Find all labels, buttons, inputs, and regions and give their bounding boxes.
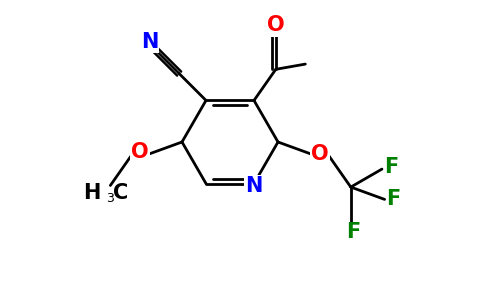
Text: H: H: [83, 183, 100, 203]
Text: O: O: [131, 142, 149, 162]
Text: O: O: [311, 144, 329, 164]
Text: N: N: [141, 32, 158, 52]
Text: F: F: [384, 157, 398, 177]
Text: F: F: [346, 222, 360, 242]
Text: F: F: [387, 189, 401, 209]
Text: O: O: [267, 15, 285, 35]
Text: 3: 3: [106, 192, 114, 205]
Text: C: C: [113, 183, 129, 203]
Text: N: N: [245, 176, 263, 196]
